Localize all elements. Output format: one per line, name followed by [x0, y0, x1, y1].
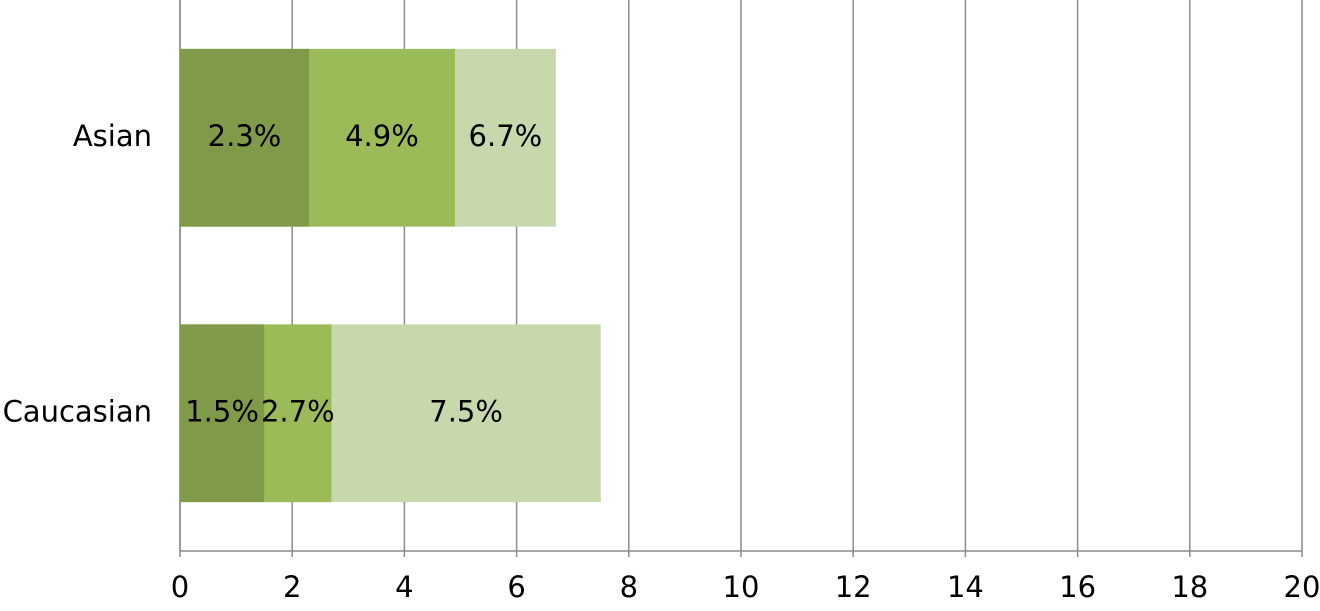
bar	[180, 324, 265, 503]
x-tick-label: 16	[1059, 570, 1096, 604]
x-tick-label: 14	[947, 570, 984, 604]
y-tick-label: Asian	[73, 119, 152, 153]
x-tick-label: 18	[1171, 570, 1208, 604]
data-label: 2.3%	[208, 119, 282, 153]
x-tick-label: 4	[395, 570, 413, 604]
x-tick-label: 6	[507, 570, 525, 604]
bar	[180, 48, 310, 227]
x-tick-label: 20	[1284, 570, 1320, 604]
y-tick-label: Caucasian	[3, 394, 152, 428]
data-label: 6.7%	[469, 119, 543, 153]
data-label: 2.7%	[261, 394, 335, 428]
x-tick-label: 8	[620, 570, 638, 604]
data-label: 1.5%	[185, 394, 259, 428]
x-tick-label: 2	[283, 570, 301, 604]
x-tick-label: 12	[835, 570, 872, 604]
x-tick-label: 0	[171, 570, 189, 604]
data-label: 4.9%	[345, 119, 419, 153]
data-label: 7.5%	[429, 394, 503, 428]
x-tick-label: 10	[723, 570, 760, 604]
